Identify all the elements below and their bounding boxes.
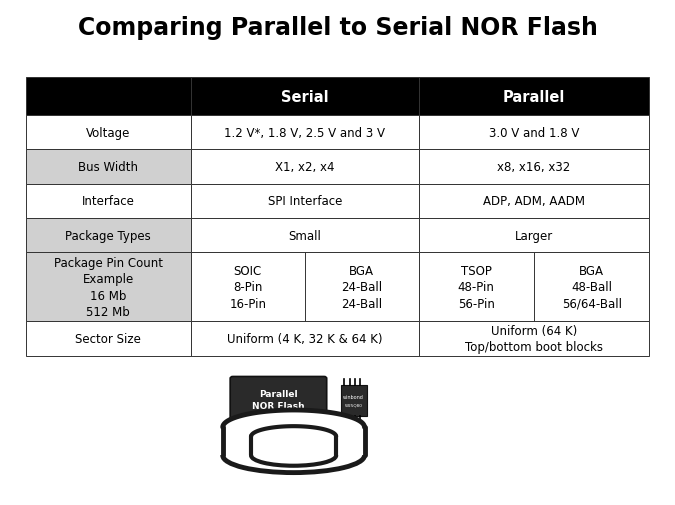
Text: ADP, ADM, AADM: ADP, ADM, AADM <box>483 195 585 208</box>
Polygon shape <box>224 412 363 427</box>
Text: SOIC
8-Pin
16-Pin: SOIC 8-Pin 16-Pin <box>230 264 267 310</box>
Text: Sector Size: Sector Size <box>76 332 141 345</box>
Bar <box>418 116 649 150</box>
Bar <box>26 253 191 322</box>
Text: Package Types: Package Types <box>65 229 151 242</box>
Bar <box>341 385 367 417</box>
Bar <box>191 253 418 322</box>
Text: Uniform (4 K, 32 K & 64 K): Uniform (4 K, 32 K & 64 K) <box>227 332 383 345</box>
Text: SPI Interface: SPI Interface <box>267 195 342 208</box>
Text: winbond: winbond <box>344 394 364 399</box>
Bar <box>26 150 191 184</box>
Text: NOR Flash: NOR Flash <box>252 401 304 410</box>
Text: x8, x16, x32: x8, x16, x32 <box>497 161 570 174</box>
Text: Interface: Interface <box>82 195 135 208</box>
Text: Uniform (64 K)
Top/bottom boot blocks: Uniform (64 K) Top/bottom boot blocks <box>465 324 603 353</box>
Text: Package Pin Count
Example
16 Mb
512 Mb: Package Pin Count Example 16 Mb 512 Mb <box>54 256 163 319</box>
Bar <box>418 219 649 253</box>
Bar <box>26 116 191 150</box>
Text: X1, x2, x4: X1, x2, x4 <box>275 161 335 174</box>
Bar <box>216 435 371 456</box>
Text: TSOP
48-Pin
56-Pin: TSOP 48-Pin 56-Pin <box>458 264 495 310</box>
Text: Parallel: Parallel <box>503 89 565 105</box>
Polygon shape <box>338 438 362 454</box>
Bar <box>191 219 418 253</box>
Text: Small: Small <box>288 229 321 242</box>
Bar <box>191 150 418 184</box>
Bar <box>26 219 191 253</box>
Bar <box>191 184 418 219</box>
Bar <box>418 78 649 116</box>
Text: Parallel: Parallel <box>259 390 298 398</box>
Bar <box>26 184 191 219</box>
Text: Comparing Parallel to Serial NOR Flash: Comparing Parallel to Serial NOR Flash <box>78 16 597 40</box>
Bar <box>191 78 418 116</box>
Bar <box>191 116 418 150</box>
Text: Larger: Larger <box>515 229 553 242</box>
Text: 1.2 V*, 1.8 V, 2.5 V and 3 V: 1.2 V*, 1.8 V, 2.5 V and 3 V <box>224 126 385 139</box>
Polygon shape <box>225 438 249 454</box>
Text: BGA
48-Ball
56/64-Ball: BGA 48-Ball 56/64-Ball <box>562 264 622 310</box>
Bar <box>418 184 649 219</box>
Bar <box>418 322 649 356</box>
Text: 3.0 V and 1.8 V: 3.0 V and 1.8 V <box>489 126 579 139</box>
Text: W25Q80: W25Q80 <box>345 403 362 407</box>
Text: Serial: Serial <box>281 89 329 105</box>
FancyBboxPatch shape <box>230 377 327 424</box>
Bar <box>191 322 418 356</box>
Bar <box>216 428 371 456</box>
Bar <box>418 253 649 322</box>
Bar <box>26 322 191 356</box>
Text: Voltage: Voltage <box>86 126 130 139</box>
Text: Bus Width: Bus Width <box>78 161 138 174</box>
Text: BGA
24-Ball
24-Ball: BGA 24-Ball 24-Ball <box>341 264 382 310</box>
Bar <box>26 78 191 116</box>
Bar <box>418 150 649 184</box>
